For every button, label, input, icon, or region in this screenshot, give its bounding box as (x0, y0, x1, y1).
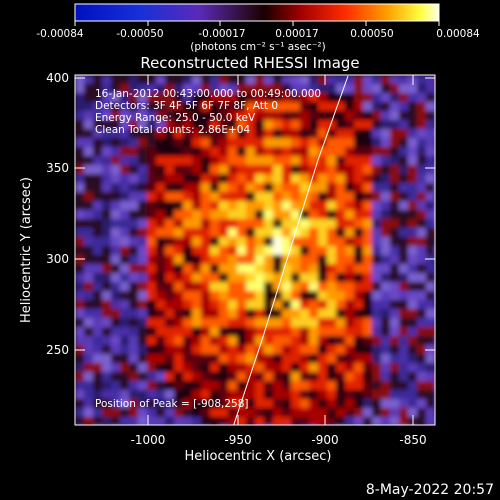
overlay-time-range: 16-Jan-2012 00:43:00.000 to 00:49:00.000 (95, 88, 321, 100)
overlay-energy-range: Energy Range: 25.0 - 50.0 keV (95, 112, 256, 124)
y-tick-label: 250 (46, 343, 69, 357)
colorbar-tick-label: 0.00084 (436, 28, 480, 40)
timestamp: 8-May-2022 20:57 (365, 482, 494, 498)
colorbar-tick-label: 0.00050 (350, 28, 393, 40)
y-axis-label: Heliocentric Y (arcsec) (19, 177, 34, 323)
colorbar-tick-label: -0.00050 (116, 28, 163, 40)
colorbar-tick-label: -0.00084 (36, 28, 84, 40)
x-tick-label: -900 (311, 433, 338, 447)
colorbar-unit-label: (photons cm⁻² s⁻¹ asec⁻²) (190, 41, 325, 53)
x-tick-label: -950 (224, 433, 251, 447)
colorbar-tick-label: 0.00017 (275, 28, 318, 40)
x-axis-ticks (147, 75, 414, 425)
solar-limb-line (233, 75, 349, 425)
y-tick-label: 300 (46, 252, 69, 266)
colorbar (74, 3, 440, 22)
x-axis-label: Heliocentric X (arcsec) (185, 449, 332, 464)
y-tick-label: 350 (46, 161, 69, 175)
colorbar-ticks (74, 21, 440, 26)
plot-title: Reconstructed RHESSI Image (140, 54, 359, 72)
peak-position-label: Position of Peak = [-908,258] (95, 398, 249, 410)
overlay-detectors: Detectors: 3F 4F 5F 6F 7F 8F, Att 0 (95, 100, 278, 112)
x-tick-label: -1000 (131, 433, 166, 447)
colorbar-tick-label: -0.00017 (198, 28, 245, 40)
overlay-total-counts: Clean Total counts: 2.86E+04 (95, 124, 250, 136)
x-tick-label: -850 (399, 433, 426, 447)
y-axis-ticks (75, 77, 435, 351)
rhessi-image (75, 75, 435, 425)
plot-frame (74, 74, 436, 426)
y-tick-label: 400 (46, 71, 69, 85)
